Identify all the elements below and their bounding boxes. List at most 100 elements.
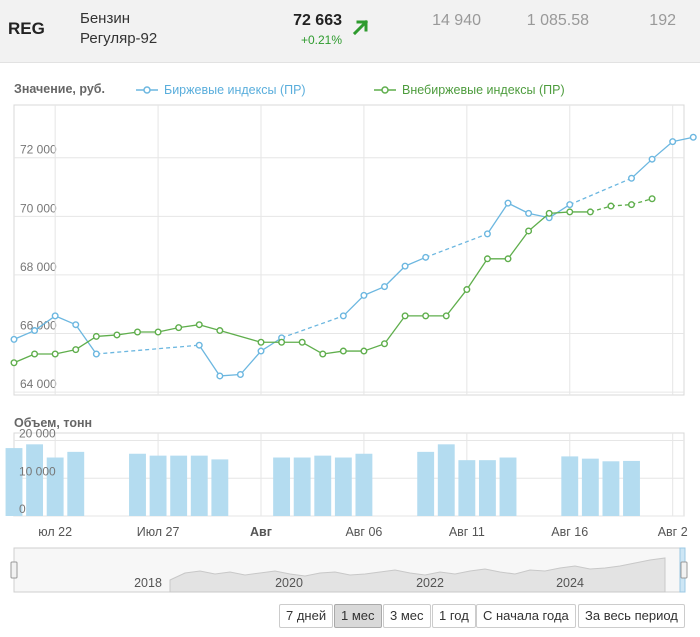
series-segment xyxy=(342,294,365,317)
series-segment xyxy=(13,353,35,364)
legend-item-otc[interactable]: Внебиржевые индексы (ПР) xyxy=(374,80,565,100)
volume-bar xyxy=(602,461,620,516)
data-point xyxy=(504,199,512,207)
range-navigator[interactable]: 2018 2020 2022 2024 xyxy=(10,547,688,593)
data-point xyxy=(628,174,636,182)
ticker-symbol: REG xyxy=(8,19,45,38)
stat-count: 192 xyxy=(649,12,676,29)
y-tick-label: 70 000 xyxy=(20,201,57,215)
x-tick-label: Авг 16 xyxy=(551,525,588,539)
volume-bar xyxy=(5,448,23,516)
legend-line-marker-icon xyxy=(136,86,158,94)
data-point xyxy=(442,312,450,320)
series-segment xyxy=(651,141,674,160)
series-segment xyxy=(75,324,97,355)
series-segment xyxy=(13,329,35,340)
data-point xyxy=(319,350,327,358)
series-segment xyxy=(384,265,406,288)
data-point xyxy=(195,321,203,329)
period-1m-button[interactable]: 1 мес xyxy=(334,604,382,628)
volume-bar xyxy=(129,453,146,516)
y-tick-label: 68 000 xyxy=(20,260,57,274)
volume-bar xyxy=(623,460,640,516)
data-point xyxy=(648,155,656,163)
series-segment xyxy=(590,205,612,213)
data-point xyxy=(278,338,286,346)
data-point xyxy=(72,321,80,329)
data-point xyxy=(422,312,430,320)
data-point xyxy=(483,230,491,238)
data-point xyxy=(10,359,18,367)
data-point xyxy=(51,312,59,320)
data-point xyxy=(257,347,265,355)
navigator-handle[interactable] xyxy=(680,561,688,579)
instrument-name-line1: Бензин xyxy=(80,10,131,27)
instrument-header: REG Бензин Регуляр-92 72 663 +0.21% 14 9… xyxy=(0,0,700,63)
x-tick-label: Авг 06 xyxy=(345,525,382,539)
series-segment xyxy=(672,136,694,143)
data-point xyxy=(607,202,615,210)
y-tick-label: 64 000 xyxy=(20,377,57,391)
series-segment xyxy=(363,286,385,297)
price-change: +0.21% xyxy=(300,33,342,47)
data-point xyxy=(236,370,244,378)
volume-bar xyxy=(273,457,291,516)
volume-bar xyxy=(293,457,311,516)
volume-bar xyxy=(149,455,167,516)
data-point xyxy=(360,347,368,355)
data-point xyxy=(92,350,100,358)
data-point xyxy=(566,201,574,209)
data-point xyxy=(504,255,512,263)
data-point xyxy=(154,328,162,336)
volume-bar xyxy=(478,460,496,516)
series-segment xyxy=(507,230,530,260)
data-point xyxy=(216,327,224,335)
volume-y-tick-label: 0 xyxy=(19,502,26,516)
price-volume-chart[interactable]: 64 000 66 000 68 000 70 000 72 000 0 10 000 20 … xyxy=(0,0,700,600)
series-segment xyxy=(445,289,468,317)
data-point xyxy=(381,283,389,291)
data-point xyxy=(401,262,409,270)
series-otc xyxy=(10,195,656,367)
data-point xyxy=(648,195,656,203)
series-segment xyxy=(631,198,653,206)
data-point xyxy=(257,338,265,346)
series-segment xyxy=(54,315,77,326)
navigator-year-label: 2020 xyxy=(275,576,303,590)
data-point xyxy=(51,350,59,358)
navigator-handle[interactable] xyxy=(10,561,18,579)
x-tick-label: Авг 11 xyxy=(449,525,485,539)
volume-bar xyxy=(561,456,579,516)
data-point xyxy=(339,347,347,355)
volume-bar xyxy=(67,451,85,516)
series-segment xyxy=(198,344,221,377)
volume-bar xyxy=(334,457,352,516)
series-segment xyxy=(301,341,324,355)
data-point xyxy=(525,209,533,217)
data-point xyxy=(31,327,39,335)
legend-line-marker-icon xyxy=(374,86,396,94)
series-segment xyxy=(548,204,571,219)
volume-bar xyxy=(314,455,332,516)
period-7d-button[interactable]: 7 дней xyxy=(279,604,334,628)
y-tick-label: 66 000 xyxy=(20,318,57,332)
volume-bar xyxy=(46,457,64,516)
y-axis-title: Значение, руб. xyxy=(14,82,105,96)
data-point xyxy=(483,255,491,263)
series-segment xyxy=(528,212,550,232)
period-3m-button[interactable]: 3 мес xyxy=(383,604,431,628)
series-segment xyxy=(404,256,426,267)
data-point xyxy=(72,346,80,354)
volume-bar xyxy=(355,453,373,516)
period-all-button[interactable]: За весь период xyxy=(578,604,685,628)
series-segment xyxy=(55,348,76,355)
period-1y-button[interactable]: 1 год xyxy=(432,604,476,628)
legend-item-exchange[interactable]: Биржевые индексы (ПР) xyxy=(136,80,306,100)
stat-value: 1 085.58 xyxy=(526,12,589,29)
navigator-year-label: 2024 xyxy=(556,576,584,590)
volume-bar xyxy=(499,457,517,516)
period-ytd-button[interactable]: С начала года xyxy=(476,604,576,628)
volume-bar xyxy=(190,455,208,516)
volume-bar xyxy=(581,458,599,516)
data-point xyxy=(545,209,553,217)
